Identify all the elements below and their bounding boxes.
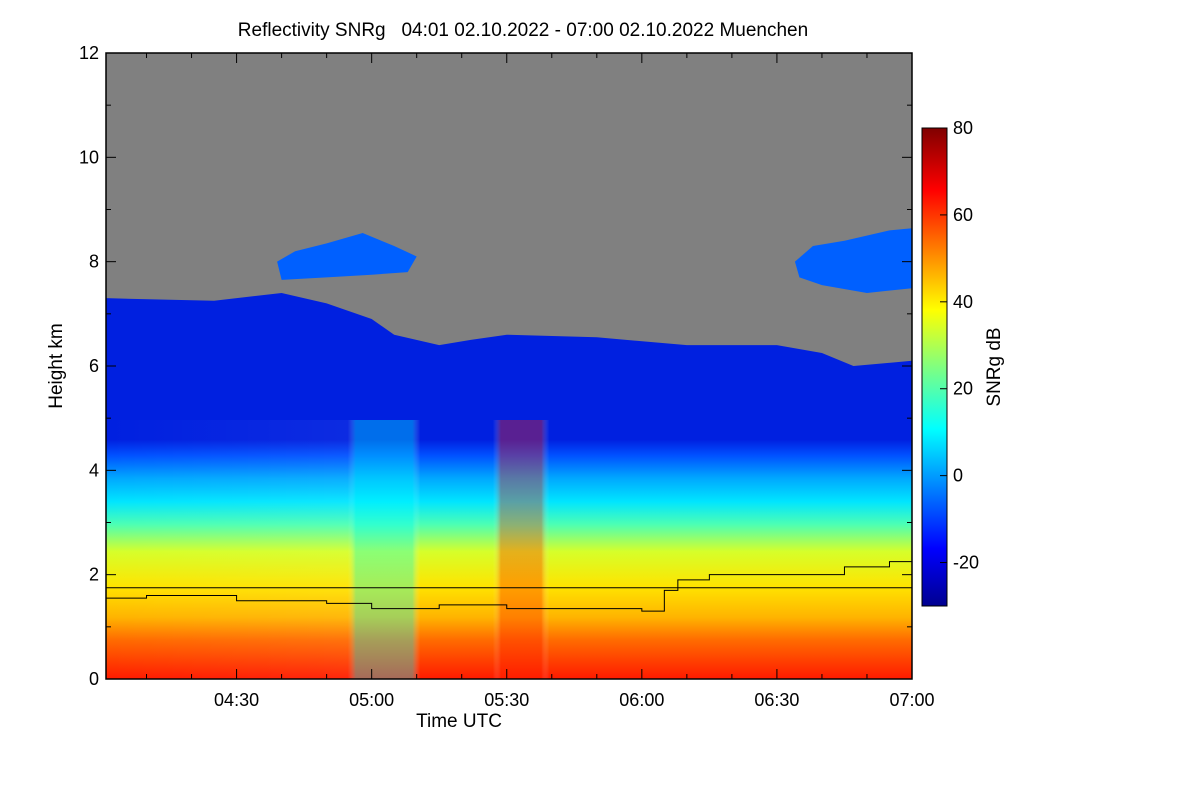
x-tick-label: 07:00 <box>889 690 934 710</box>
upper-cloud-right <box>794 228 912 293</box>
y-tick-label: 10 <box>79 147 99 167</box>
colorbar <box>921 127 948 607</box>
colorbar-label: SNRg dB <box>984 327 1005 406</box>
colorbar-tick-label: 60 <box>953 205 973 225</box>
x-axis: 04:30 05:00 05:30 06:00 06:30 07:00 <box>146 53 935 710</box>
precipitation-streaks <box>106 420 912 679</box>
y-tick-label: 0 <box>89 669 99 689</box>
x-tick-label: 05:30 <box>484 690 529 710</box>
y-tick-label: 12 <box>79 43 99 63</box>
x-axis-label: Time UTC <box>416 711 502 732</box>
y-tick-label: 8 <box>89 252 99 272</box>
chart-title: Reflectivity SNRg 04:01 02.10.2022 - 07:… <box>237 20 809 41</box>
y-tick-label: 6 <box>89 356 99 376</box>
y-axis: 0 2 4 6 8 10 12 <box>79 43 912 689</box>
y-tick-label: 4 <box>89 460 99 480</box>
colorbar-tick-label: 80 <box>953 118 973 138</box>
colorbar-tick-label: 20 <box>953 379 973 399</box>
x-tick-label: 05:00 <box>349 690 394 710</box>
y-tick-label: 2 <box>89 565 99 585</box>
colorbar-tick-label: 40 <box>953 292 973 312</box>
colorbar-axis: -20 0 20 40 60 80 <box>940 118 979 573</box>
boundary-layer-height-line <box>106 561 912 612</box>
x-tick-label: 06:30 <box>754 690 799 710</box>
y-axis-label: Height km <box>46 323 67 409</box>
x-tick-label: 04:30 <box>214 690 259 710</box>
upper-cloud-left <box>277 232 417 280</box>
x-tick-label: 06:00 <box>619 690 664 710</box>
colorbar-tick-label: 0 <box>953 466 963 486</box>
colorbar-tick-label: -20 <box>953 553 979 573</box>
